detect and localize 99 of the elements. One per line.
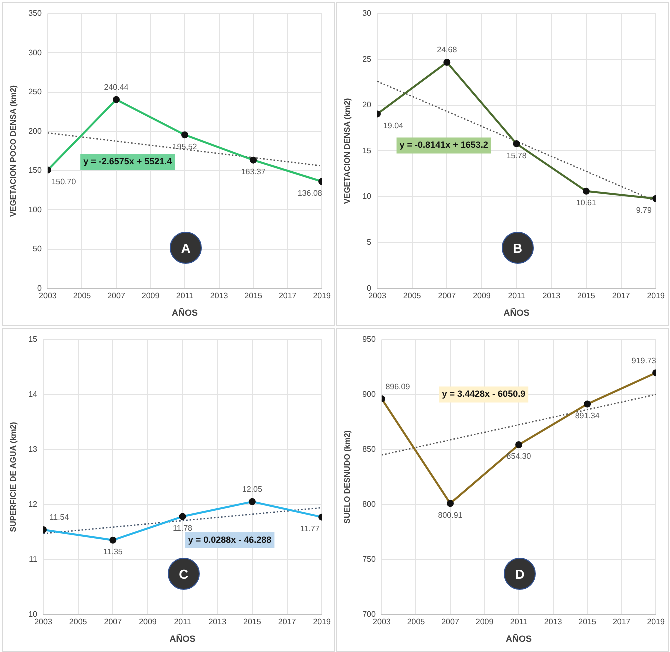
data-label: 919.73 <box>632 356 657 366</box>
x-axis-title: AÑOS <box>504 307 530 318</box>
y-tick-label: 200 <box>28 126 42 136</box>
x-tick-label: 2009 <box>139 618 158 627</box>
data-label: 9.79 <box>636 206 652 216</box>
x-tick-label: 2017 <box>278 292 298 301</box>
x-axis-title: AÑOS <box>170 633 196 644</box>
y-tick-label: 800 <box>362 500 376 509</box>
data-label: 11.35 <box>103 548 124 557</box>
y-tick-label: 300 <box>28 48 42 58</box>
y-tick-label: 11 <box>29 554 38 564</box>
x-tick-label: 2007 <box>108 292 126 301</box>
data-label: 896.09 <box>386 382 411 392</box>
data-label: 12.05 <box>242 485 264 494</box>
letter-badge: C <box>168 558 200 590</box>
x-tick-label: 2007 <box>442 618 460 627</box>
y-tick-label: 15 <box>362 146 372 156</box>
x-tick-label: 2005 <box>69 618 88 627</box>
x-tick-label: 2007 <box>104 618 123 627</box>
data-label: 854.30 <box>506 452 532 462</box>
data-label: 24.68 <box>437 46 458 55</box>
y-tick-label: 850 <box>362 444 376 454</box>
y-tick-label: 25 <box>362 54 372 64</box>
annotation: y = 3.4428x - 6050.9 <box>442 389 526 400</box>
y-axis-title: VEGETACION POCO DENSA (km2) <box>9 85 18 217</box>
x-tick-label: 2009 <box>142 292 160 301</box>
y-axis-title: SUELO DESNUDO (km2) <box>343 430 352 524</box>
y-tick-label: 0 <box>37 284 42 293</box>
data-label: 10.61 <box>576 198 598 208</box>
x-axis-title: AÑOS <box>506 633 532 644</box>
y-tick-label: 14 <box>28 390 38 399</box>
data-label: 11.54 <box>50 513 70 522</box>
x-tick-label: 2005 <box>73 292 92 301</box>
data-label: 136.08 <box>298 188 323 198</box>
y-tick-label: 13 <box>28 444 38 454</box>
y-tick-label: 15 <box>28 335 38 344</box>
y-tick-label: 10 <box>362 192 372 202</box>
data-label: 240.44 <box>104 83 130 92</box>
x-tick-label: 2005 <box>403 292 422 301</box>
x-tick-label: 2003 <box>373 618 392 627</box>
annotation: y = -0.8141x + 1653.2 <box>400 140 488 150</box>
x-tick-label: 2019 <box>313 618 332 627</box>
x-tick-label: 2011 <box>174 618 192 627</box>
y-tick-label: 750 <box>362 554 376 564</box>
y-tick-label: 150 <box>28 166 42 176</box>
x-tick-label: 2003 <box>368 292 387 301</box>
annotation: y = 0.0288x - 46.288 <box>188 534 272 545</box>
x-tick-label: 2019 <box>647 292 666 301</box>
x-tick-label: 2011 <box>510 618 528 627</box>
letter-badge: D <box>504 558 536 590</box>
data-label: 150.70 <box>52 177 77 186</box>
x-tick-label: 2015 <box>578 618 598 627</box>
y-tick-label: 900 <box>362 390 376 399</box>
y-tick-label: 100 <box>28 205 42 214</box>
x-tick-label: 2009 <box>473 292 492 301</box>
x-tick-label: 2009 <box>476 618 494 627</box>
data-label: 11.77 <box>300 524 320 534</box>
y-tick-label: 250 <box>28 88 42 97</box>
x-tick-label: 2005 <box>407 618 426 627</box>
y-tick-label: 0 <box>367 284 372 293</box>
x-tick-label: 2013 <box>544 618 563 627</box>
letter-badge: A <box>170 232 202 264</box>
x-tick-label: 2015 <box>244 292 264 301</box>
x-tick-label: 2003 <box>39 292 58 301</box>
letter-badge: B <box>502 232 534 264</box>
x-tick-label: 2013 <box>542 292 562 301</box>
data-label: 195.52 <box>172 142 198 152</box>
x-tick-label: 2003 <box>34 618 53 627</box>
y-tick-label: 950 <box>362 335 376 344</box>
x-tick-label: 2017 <box>612 618 632 627</box>
x-tick-label: 2013 <box>208 618 228 627</box>
x-tick-label: 2011 <box>176 292 194 301</box>
data-label: 800.91 <box>438 510 464 520</box>
x-tick-label: 2019 <box>313 292 332 301</box>
data-label: 15.78 <box>506 151 528 160</box>
x-tick-label: 2017 <box>278 618 297 627</box>
x-tick-label: 2017 <box>612 292 631 301</box>
y-tick-label: 350 <box>28 9 42 18</box>
x-axis-title: AÑOS <box>172 307 198 318</box>
y-tick-label: 12 <box>28 500 38 509</box>
y-tick-label: 30 <box>362 9 372 18</box>
y-axis-title: SUPERFICIE DE AGUA (km2) <box>9 422 18 532</box>
x-tick-label: 2015 <box>578 292 596 301</box>
y-tick-label: 700 <box>362 610 376 619</box>
y-tick-label: 20 <box>362 100 372 110</box>
data-label: 11.78 <box>173 524 194 533</box>
data-label: 163.37 <box>241 168 266 177</box>
data-label: 891.34 <box>575 411 600 420</box>
annotation: y = -2.6575x + 5521.4 <box>84 156 172 167</box>
x-tick-label: 2013 <box>210 292 229 301</box>
x-tick-label: 2011 <box>508 292 526 301</box>
y-tick-label: 5 <box>367 238 372 248</box>
y-tick-label: 10 <box>28 610 38 619</box>
data-label: 19.04 <box>383 121 404 130</box>
x-tick-label: 2007 <box>438 292 457 301</box>
y-axis-title: VEGETACION DENSA (km2) <box>343 98 352 204</box>
x-tick-label: 2015 <box>244 618 262 627</box>
x-tick-label: 2019 <box>647 618 666 627</box>
y-tick-label: 50 <box>33 244 42 254</box>
